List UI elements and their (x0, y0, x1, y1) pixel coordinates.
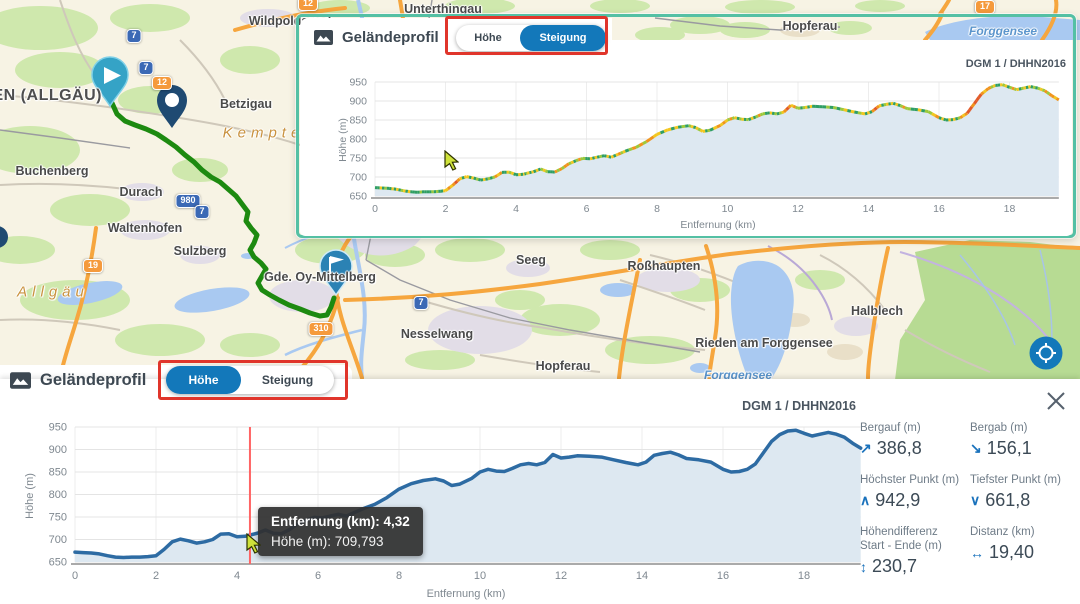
svg-text:18: 18 (798, 570, 810, 582)
svg-text:850: 850 (49, 467, 67, 479)
svg-text:12: 12 (555, 570, 567, 582)
map-water (57, 0, 1080, 379)
tooltip-distance: Entfernung (km): 4,32 (271, 514, 410, 529)
svg-text:650: 650 (49, 557, 67, 569)
flag-icon (329, 256, 344, 276)
svg-text:800: 800 (49, 489, 67, 501)
close-button[interactable] (1042, 387, 1070, 415)
map-terrain (0, 0, 1080, 380)
svg-text:800: 800 (349, 134, 367, 146)
play-icon (104, 67, 121, 84)
svg-text:900: 900 (49, 444, 67, 456)
stat-arrow-icon: ↕ (860, 558, 867, 575)
stat-value: 156,1 (986, 438, 1032, 459)
top-dgm-source: DGM 1 / DHHN2016 (965, 58, 1066, 70)
svg-text:16: 16 (933, 203, 945, 215)
svg-text:10: 10 (474, 570, 486, 582)
svg-text:14: 14 (863, 203, 875, 215)
stat-label: Bergauf (m) (860, 422, 921, 434)
svg-text:8: 8 (654, 203, 660, 215)
stat-value: 942,9 (875, 490, 921, 511)
close-icon (1047, 392, 1065, 410)
end-marker[interactable] (319, 249, 353, 297)
stat-arrow-icon: ∧ (860, 492, 871, 509)
stat-4: Höhendifferenz Start - Ende (m) ↕ 230,7 (860, 525, 964, 577)
svg-text:4: 4 (234, 570, 240, 582)
stat-2: Höchster Punkt (m) ∧ 942,9 (860, 473, 964, 511)
svg-text:Höhe (m): Höhe (m) (337, 118, 349, 162)
stat-1: Bergab (m) ↘ 156,1 (970, 421, 1074, 459)
edge-marker (0, 226, 8, 248)
stat-arrow-icon: ↘ (970, 440, 982, 457)
bottom-toggle-steigung[interactable]: Steigung (261, 373, 314, 387)
svg-text:950: 950 (349, 77, 367, 89)
locate-button[interactable] (1029, 336, 1063, 370)
stat-value: 230,7 (872, 556, 918, 577)
top-toggle-hoehe[interactable]: Höhe (474, 32, 502, 44)
stat-arrow-icon: ∨ (970, 492, 981, 509)
route-line[interactable] (109, 100, 337, 319)
stat-label: Höchster Punkt (m) (860, 474, 960, 487)
stat-3: Tiefster Punkt (m) ∨ 661,8 (970, 473, 1074, 511)
map-minor-roads (0, 0, 991, 373)
top-toggle-group: Höhe Steigung (456, 25, 606, 51)
svg-text:650: 650 (349, 191, 367, 203)
svg-text:700: 700 (349, 172, 367, 184)
bottom-toggle-hoehe[interactable]: Höhe (166, 366, 241, 394)
top-panel-title: Geländeprofil (342, 29, 439, 46)
svg-text:2: 2 (443, 203, 449, 215)
svg-text:14: 14 (636, 570, 648, 582)
elevation-profile-chart[interactable]: 0 2 4 6 8 10 12 14 16 18 650 700 750 800 850 900 950 Entf… (0, 404, 880, 604)
stat-5: Distanz (km) ↔ 19,40 (970, 525, 1074, 577)
stat-value: 386,8 (876, 438, 922, 459)
slope-profile-chart[interactable]: 0 2 4 6 8 10 12 14 16 18 650 700 750 800 850 900 950 Entf… (300, 40, 1072, 236)
compass-icon (1036, 343, 1056, 363)
svg-text:950: 950 (49, 422, 67, 434)
terrain-profile-icon (314, 30, 333, 45)
tooltip-elevation: Höhe (m): 709,793 (271, 534, 384, 549)
start-marker[interactable] (91, 56, 129, 108)
svg-text:850: 850 (349, 115, 367, 127)
profile-statistics: Bergauf (m) ↗ 386,8 Bergab (m) ↘ 156,1 Höchste… (860, 421, 1076, 577)
stat-arrow-icon: ↔ (970, 544, 984, 561)
svg-text:0: 0 (372, 203, 378, 215)
top-toggle-steigung[interactable]: Steigung (520, 25, 606, 51)
map-regional-roads (767, 245, 1049, 339)
bottom-dgm-source: DGM 1 / DHHN2016 (742, 399, 856, 413)
waypoint-marker[interactable] (157, 85, 187, 128)
svg-text:8: 8 (396, 570, 402, 582)
stat-label: Bergab (m) (970, 422, 1028, 434)
stat-value: 661,8 (985, 490, 1031, 511)
chart-tooltip: Entfernung (km): 4,32 Höhe (m): 709,793 (258, 507, 423, 556)
stat-label: Tiefster Punkt (m) (970, 474, 1061, 487)
svg-text:10: 10 (722, 203, 734, 215)
stat-label: Distanz (km) (970, 526, 1035, 539)
svg-text:2: 2 (153, 570, 159, 582)
svg-text:4: 4 (513, 203, 519, 215)
svg-text:750: 750 (349, 153, 367, 165)
stat-label: Höhendifferenz Start - Ende (m) (860, 526, 942, 553)
svg-text:750: 750 (49, 512, 67, 524)
svg-text:Entfernung (km): Entfernung (km) (680, 219, 755, 231)
svg-text:6: 6 (315, 570, 321, 582)
svg-text:12: 12 (792, 203, 804, 215)
bottom-panel-title: Geländeprofil (40, 371, 147, 389)
bottom-toggle-group: Höhe Steigung (166, 366, 334, 394)
svg-text:900: 900 (349, 96, 367, 108)
svg-text:16: 16 (717, 570, 729, 582)
svg-text:0: 0 (72, 570, 78, 582)
svg-text:6: 6 (584, 203, 590, 215)
svg-text:Höhe (m): Höhe (m) (24, 473, 36, 519)
svg-text:18: 18 (1004, 203, 1016, 215)
svg-text:700: 700 (49, 534, 67, 546)
stat-value: 19,40 (989, 542, 1035, 563)
svg-text:Entfernung (km): Entfernung (km) (427, 588, 506, 600)
stat-arrow-icon: ↗ (860, 440, 872, 457)
terrain-profile-icon (10, 372, 31, 389)
stat-0: Bergauf (m) ↗ 386,8 (860, 421, 964, 459)
